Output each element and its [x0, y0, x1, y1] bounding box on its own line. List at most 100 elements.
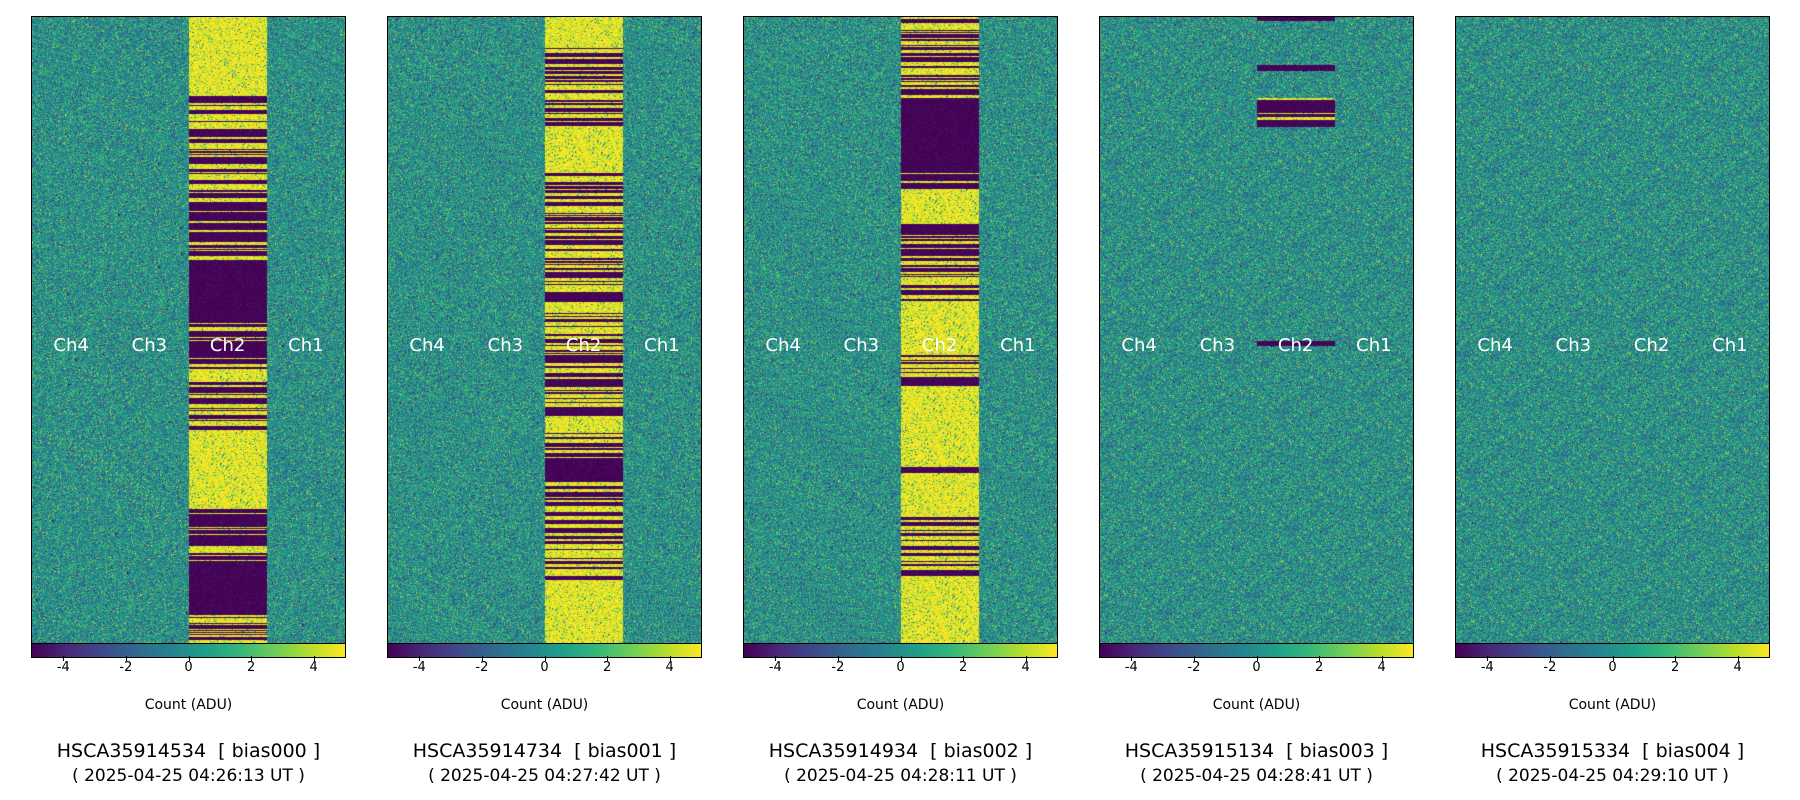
heatmap-canvas — [32, 17, 345, 643]
heatmap-panel: Ch4 Ch3 Ch2 Ch1 -4 -2 0 2 4 Count (ADU) HSCA359149… — [743, 0, 1058, 800]
colorbar-tick-label: 2 — [958, 660, 968, 675]
channel-label: Ch1 — [644, 335, 680, 356]
colorbar-tick-label: 4 — [1021, 660, 1030, 675]
channel-label: Ch1 — [1712, 335, 1748, 356]
channel-label: Ch2 — [1277, 335, 1314, 356]
colorbar-tick — [963, 656, 965, 661]
channel-label: Ch3 — [131, 335, 168, 356]
channel-label: Ch4 — [1477, 335, 1513, 356]
channel-label: Ch2 — [565, 335, 602, 356]
heatmap-canvas — [1456, 17, 1769, 643]
colorbar-tick-label: 2 — [1314, 660, 1324, 675]
colorbar-tick-label: -2 — [1187, 660, 1201, 675]
colorbar-tick — [1675, 656, 1677, 661]
colorbar-tick-label: 0 — [896, 660, 905, 675]
panel-title: HSCA35914734 [ bias001 ] — [412, 740, 677, 762]
heatmap-canvas — [744, 17, 1057, 643]
colorbar-tick — [1737, 656, 1739, 661]
colorbar-tick — [1025, 656, 1027, 661]
channel-label: Ch4 — [765, 335, 801, 356]
colorbar-label: Count (ADU) — [1212, 697, 1301, 713]
panel-timestamp: ( 2025-04-25 04:27:42 UT ) — [428, 766, 661, 786]
channel-label: Ch4 — [1121, 335, 1157, 356]
heatmap-panel: Ch4 Ch3 Ch2 Ch1 -4 -2 0 2 4 Count (ADU) HSCA359151… — [1099, 0, 1414, 800]
colorbar-tick — [837, 656, 839, 661]
colorbar-tick — [1193, 656, 1195, 661]
colorbar-tick-label: 2 — [246, 660, 256, 675]
heatmap-image: Ch4 Ch3 Ch2 Ch1 — [743, 16, 1058, 644]
colorbar-label: Count (ADU) — [856, 697, 945, 713]
colorbar-tick-label: 0 — [1608, 660, 1617, 675]
colorbar-label: Count (ADU) — [500, 697, 589, 713]
colorbar-tick-label: 2 — [602, 660, 612, 675]
colorbar-tick — [251, 656, 253, 661]
colorbar-tick-label: 2 — [1670, 660, 1680, 675]
channel-label: Ch2 — [921, 335, 958, 356]
heatmap-panel: Ch4 Ch3 Ch2 Ch1 -4 -2 0 2 4 Count (ADU) HSCA359145… — [31, 0, 346, 800]
colorbar-tick — [63, 656, 65, 661]
colorbar-tick — [1131, 656, 1133, 661]
channel-label: Ch2 — [1633, 335, 1670, 356]
colorbar-tick — [607, 656, 609, 661]
channel-label: Ch1 — [288, 335, 324, 356]
colorbar-tick-label: -4 — [412, 660, 426, 675]
colorbar-tick — [1319, 656, 1321, 661]
colorbar-tick-label: 4 — [1733, 660, 1742, 675]
colorbar-tick — [669, 656, 671, 661]
heatmap-image: Ch4 Ch3 Ch2 Ch1 — [31, 16, 346, 644]
colorbar-tick-label: -2 — [1543, 660, 1557, 675]
colorbar-tick-label: -2 — [475, 660, 489, 675]
panel-timestamp: ( 2025-04-25 04:26:13 UT ) — [72, 766, 305, 786]
panel-title: HSCA35914534 [ bias000 ] — [56, 740, 321, 762]
channel-label: Ch1 — [1000, 335, 1036, 356]
colorbar-tick — [1381, 656, 1383, 661]
colorbar-tick-label: 0 — [184, 660, 193, 675]
panel-title: HSCA35915334 [ bias004 ] — [1480, 740, 1745, 762]
colorbar-tick — [1549, 656, 1551, 661]
heatmap-image: Ch4 Ch3 Ch2 Ch1 — [1455, 16, 1770, 644]
colorbar-tick — [188, 656, 190, 661]
colorbar-tick-label: -4 — [56, 660, 70, 675]
heatmap-panel: Ch4 Ch3 Ch2 Ch1 -4 -2 0 2 4 Count (ADU) HSCA359147… — [387, 0, 702, 800]
heatmap-canvas — [388, 17, 701, 643]
colorbar-tick — [481, 656, 483, 661]
panel-timestamp: ( 2025-04-25 04:28:11 UT ) — [784, 766, 1017, 786]
colorbar-tick — [125, 656, 127, 661]
heatmap-image: Ch4 Ch3 Ch2 Ch1 — [1099, 16, 1414, 644]
panel-title: HSCA35915134 [ bias003 ] — [1124, 740, 1389, 762]
colorbar-tick-label: 0 — [540, 660, 549, 675]
channel-label: Ch2 — [209, 335, 246, 356]
channel-label: Ch3 — [1555, 335, 1592, 356]
colorbar-tick-label: -2 — [831, 660, 845, 675]
colorbar-tick-label: -4 — [768, 660, 782, 675]
colorbar-tick-label: 4 — [309, 660, 318, 675]
colorbar-tick — [1256, 656, 1258, 661]
panel-title: HSCA35914934 [ bias002 ] — [768, 740, 1033, 762]
heatmap-panel: Ch4 Ch3 Ch2 Ch1 -4 -2 0 2 4 Count (ADU) HSCA359153… — [1455, 0, 1770, 800]
colorbar-tick — [775, 656, 777, 661]
colorbar-label: Count (ADU) — [144, 697, 233, 713]
panel-timestamp: ( 2025-04-25 04:28:41 UT ) — [1140, 766, 1373, 786]
channel-label: Ch4 — [409, 335, 445, 356]
colorbar-tick — [313, 656, 315, 661]
channel-label: Ch4 — [53, 335, 89, 356]
colorbar-tick-label: 4 — [1377, 660, 1386, 675]
colorbar-tick-label: -2 — [119, 660, 133, 675]
heatmap-canvas — [1100, 17, 1413, 643]
colorbar-tick-label: -4 — [1480, 660, 1494, 675]
colorbar-tick — [900, 656, 902, 661]
colorbar-tick-label: 0 — [1252, 660, 1261, 675]
panel-timestamp: ( 2025-04-25 04:29:10 UT ) — [1496, 766, 1729, 786]
colorbar-tick — [1487, 656, 1489, 661]
colorbar-tick — [419, 656, 421, 661]
channel-label: Ch3 — [843, 335, 880, 356]
channel-label: Ch1 — [1356, 335, 1392, 356]
channel-label: Ch3 — [487, 335, 524, 356]
channel-label: Ch3 — [1199, 335, 1236, 356]
colorbar-tick — [1612, 656, 1614, 661]
colorbar-tick — [544, 656, 546, 661]
heatmap-image: Ch4 Ch3 Ch2 Ch1 — [387, 16, 702, 644]
colorbar-label: Count (ADU) — [1568, 697, 1657, 713]
colorbar-tick-label: -4 — [1124, 660, 1138, 675]
colorbar-tick-label: 4 — [665, 660, 674, 675]
